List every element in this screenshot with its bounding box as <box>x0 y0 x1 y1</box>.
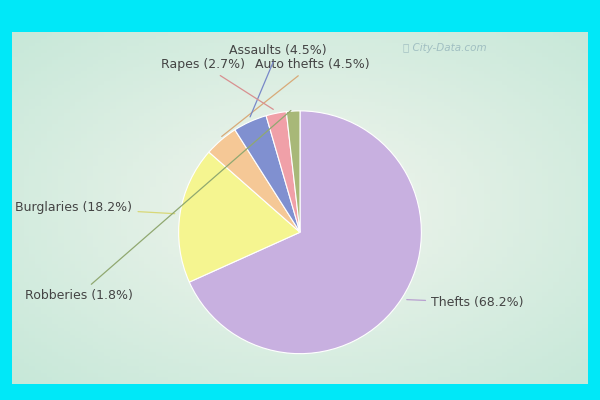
Text: Rapes (2.7%): Rapes (2.7%) <box>161 58 273 109</box>
Text: Thefts (68.2%): Thefts (68.2%) <box>407 296 524 309</box>
Text: ⓘ City-Data.com: ⓘ City-Data.com <box>403 42 487 52</box>
Text: Burglaries (18.2%): Burglaries (18.2%) <box>16 202 175 214</box>
Wedge shape <box>266 112 300 232</box>
Text: Auto thefts (4.5%): Auto thefts (4.5%) <box>222 58 370 136</box>
Wedge shape <box>209 130 300 232</box>
Text: Assaults (4.5%): Assaults (4.5%) <box>229 44 327 117</box>
Wedge shape <box>286 111 300 232</box>
Text: Robberies (1.8%): Robberies (1.8%) <box>25 110 291 302</box>
Wedge shape <box>179 152 300 282</box>
Wedge shape <box>190 111 421 354</box>
Wedge shape <box>235 116 300 232</box>
